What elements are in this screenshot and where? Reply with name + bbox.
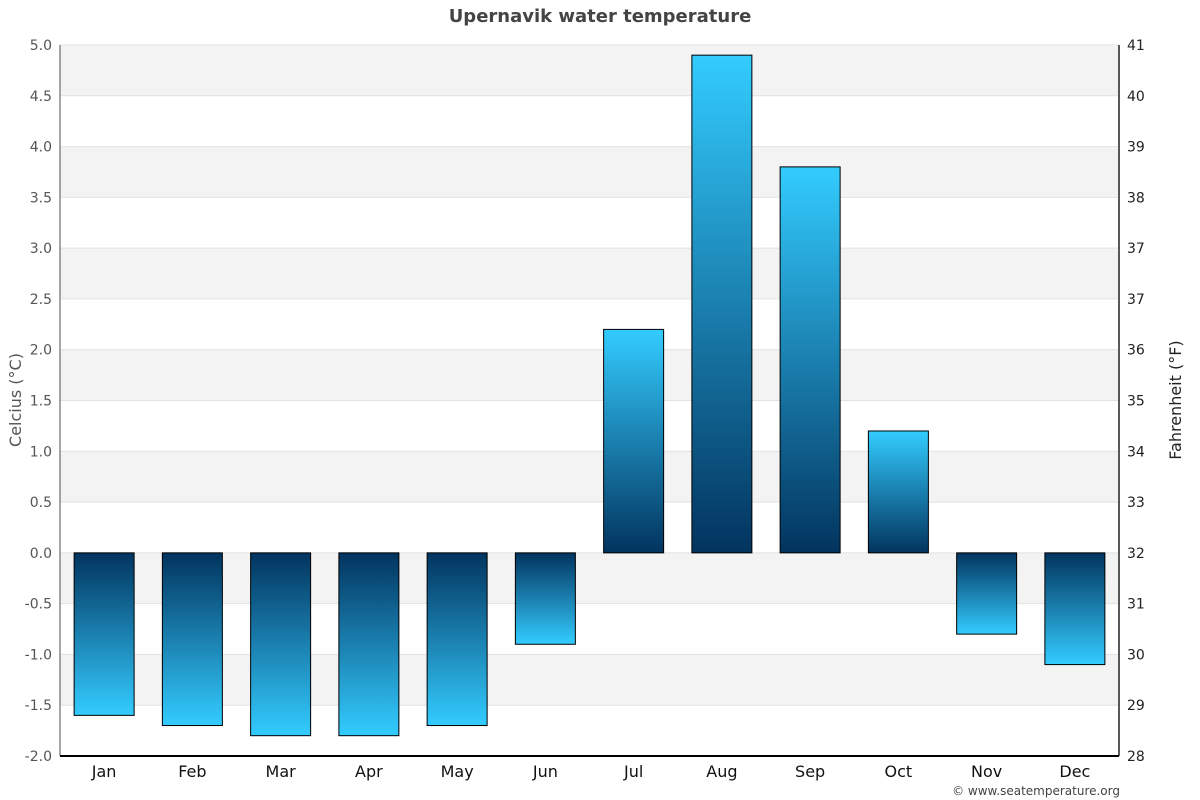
y-right-tick-label: 39 [1127, 140, 1145, 156]
y-tick-label: 4.0 [30, 140, 52, 156]
x-tick-label: Nov [971, 762, 1002, 781]
grid-band [60, 451, 1119, 503]
grid-band [60, 45, 1119, 96]
bar-sep [779, 166, 841, 554]
x-tick-label: Jan [91, 762, 117, 781]
y-axis-label: Celcius (°C) [6, 353, 25, 447]
grid-band [60, 349, 1119, 401]
x-tick-label: Sep [795, 762, 825, 781]
y-right-tick-label: 29 [1127, 698, 1145, 714]
y-right-tick-label: 38 [1127, 190, 1145, 206]
y-tick-label: -0.5 [25, 597, 52, 613]
bar-mar [250, 552, 312, 737]
grid-band [60, 248, 1119, 299]
grid-band [60, 552, 1119, 604]
bar-may [426, 552, 488, 727]
y-tick-label: -1.5 [25, 698, 52, 714]
bar-feb [161, 552, 223, 727]
bar-dec [1044, 552, 1106, 666]
bar-jul [603, 328, 665, 554]
bar-jun [514, 552, 576, 645]
bar-nov [956, 552, 1018, 635]
y-tick-label: 3.5 [30, 190, 52, 206]
grid-band [60, 654, 1119, 706]
y-tick-label: -2.0 [25, 749, 52, 765]
x-tick-label: Jun [532, 762, 558, 781]
x-tick-label: Oct [885, 762, 913, 781]
y-right-tick-label: 36 [1127, 343, 1145, 359]
y-right-tick-label: 41 [1127, 38, 1145, 54]
y-tick-label: 1.5 [30, 394, 52, 410]
x-tick-label: Feb [178, 762, 206, 781]
y-tick-label: 5.0 [30, 38, 52, 54]
bar-apr [338, 552, 400, 737]
y-right-tick-label: 37 [1127, 241, 1145, 257]
y-axis-right-label: Fahrenheit (°F) [1166, 340, 1185, 459]
y-right-tick-label: 40 [1127, 89, 1145, 105]
x-tick-label: Dec [1059, 762, 1090, 781]
chart-title: Upernavik water temperature [448, 6, 752, 27]
y-tick-label: 0.0 [30, 546, 52, 562]
x-tick-label: Mar [266, 762, 297, 781]
bar-jan [73, 552, 135, 716]
y-tick-label: 4.5 [30, 89, 52, 105]
x-tick-label: Apr [355, 762, 383, 781]
y-tick-label: 2.0 [30, 343, 52, 359]
bar-oct [867, 430, 929, 554]
y-right-tick-label: 33 [1127, 495, 1145, 511]
y-right-tick-label: 28 [1127, 749, 1145, 765]
y-right-tick-label: 30 [1127, 647, 1145, 663]
y-right-tick-label: 32 [1127, 546, 1145, 562]
y-tick-label: 1.0 [30, 444, 52, 460]
y-right-tick-label: 31 [1127, 597, 1145, 613]
x-tick-label: Jul [623, 762, 643, 781]
y-right-tick-label: 35 [1127, 394, 1145, 410]
y-right-tick-label: 34 [1127, 444, 1145, 460]
y-tick-label: -1.0 [25, 647, 52, 663]
credit-text: © www.seatemperature.org [952, 784, 1120, 798]
x-tick-label: May [441, 762, 474, 781]
y-tick-label: 2.5 [30, 292, 52, 308]
x-tick-label: Aug [706, 762, 737, 781]
bar-aug [691, 54, 753, 554]
grid-band [60, 146, 1119, 198]
y-tick-label: 0.5 [30, 495, 52, 511]
y-right-tick-label: 37 [1127, 292, 1145, 308]
y-tick-label: 3.0 [30, 241, 52, 257]
